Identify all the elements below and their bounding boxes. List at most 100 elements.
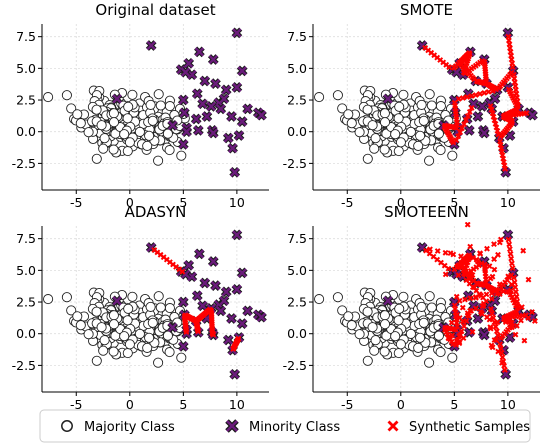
majority-point bbox=[424, 155, 435, 166]
synthetic-point bbox=[520, 247, 527, 254]
minority-point bbox=[191, 290, 203, 302]
synthetic-point bbox=[464, 222, 471, 228]
majority-point bbox=[61, 90, 72, 101]
minority-point bbox=[478, 329, 490, 341]
synthetic-point bbox=[454, 262, 461, 269]
synthetic-point bbox=[461, 121, 467, 128]
minority-point bbox=[222, 132, 234, 144]
minority-point bbox=[256, 109, 267, 121]
y-tick-label: 5.0 bbox=[287, 263, 307, 278]
synthetic-point bbox=[492, 120, 499, 127]
x-tick-label: -5 bbox=[70, 195, 82, 210]
plot-area bbox=[43, 229, 267, 380]
synthetic-point bbox=[509, 64, 516, 71]
synthetic-point bbox=[235, 335, 242, 342]
synthetic-point bbox=[442, 271, 449, 278]
synthetic-point bbox=[488, 290, 495, 297]
synthetic-point bbox=[474, 258, 481, 265]
synthetic-point bbox=[463, 259, 470, 266]
synthetic-point bbox=[457, 129, 464, 136]
legend-frame bbox=[39, 409, 531, 443]
synthetic-point bbox=[506, 246, 513, 253]
synthetic-point bbox=[468, 104, 475, 111]
subplot-0: Original dataset -5 0 5 10 -2.5 0.0 2.5 5.0 7.5 bbox=[12, 1, 269, 210]
majority-point bbox=[415, 332, 426, 343]
synthetic-point bbox=[513, 322, 520, 329]
synthetic-point bbox=[502, 319, 509, 326]
minority-point bbox=[197, 300, 208, 312]
minority-point bbox=[382, 295, 394, 307]
majority-point bbox=[424, 89, 435, 100]
y-tick-label: 0.0 bbox=[16, 124, 36, 139]
majority-point bbox=[134, 126, 145, 137]
y-tick-label: 5.0 bbox=[16, 61, 36, 76]
x-tick-label: 5 bbox=[450, 397, 458, 412]
synthetic-point bbox=[508, 287, 514, 294]
x-tick-label: -5 bbox=[341, 195, 353, 210]
synthetic-point bbox=[498, 349, 505, 356]
majority-point bbox=[153, 291, 164, 302]
synthetic-point bbox=[501, 367, 508, 373]
majority-point bbox=[418, 115, 429, 126]
synthetic-point bbox=[487, 306, 494, 312]
minority-point bbox=[222, 334, 234, 346]
synthetic-point bbox=[495, 251, 501, 258]
majority-point bbox=[122, 146, 133, 157]
y-tick-label: 7.5 bbox=[16, 29, 36, 44]
minority-point bbox=[236, 65, 248, 77]
minority-point bbox=[231, 229, 243, 241]
minority-point bbox=[145, 40, 157, 51]
majority-point bbox=[354, 329, 365, 340]
majority-point bbox=[433, 128, 444, 139]
minority-point bbox=[231, 284, 243, 295]
minority-point bbox=[192, 125, 204, 136]
majority-point bbox=[367, 322, 378, 333]
synthetic-point bbox=[494, 127, 501, 134]
minority-point bbox=[180, 66, 191, 78]
synthetic-point bbox=[468, 93, 475, 99]
synthetic-point bbox=[461, 264, 467, 271]
subplot-3: SMOTEENN -5 0 5 10 -2.5 0.0 2.5 5.0 7.5 bbox=[283, 203, 540, 412]
majority-point bbox=[379, 346, 390, 357]
minority-point bbox=[201, 111, 213, 122]
synthetic-point bbox=[195, 328, 202, 335]
minority-point bbox=[183, 57, 195, 69]
synthetic-point bbox=[497, 341, 504, 348]
minority-point bbox=[220, 286, 232, 298]
synthetic-point bbox=[510, 274, 517, 281]
majority-point bbox=[416, 301, 427, 312]
x-tick-label: 10 bbox=[500, 397, 516, 412]
minority-point bbox=[181, 126, 192, 138]
majority-point bbox=[433, 330, 444, 341]
synthetic-point bbox=[471, 284, 478, 291]
synthetic-point bbox=[434, 248, 441, 254]
majority-point bbox=[153, 357, 164, 368]
majority-point bbox=[176, 352, 187, 363]
minority-point bbox=[167, 120, 178, 131]
subplot-title: SMOTEENN bbox=[384, 203, 469, 221]
x-tick-label: 5 bbox=[179, 397, 187, 412]
majority-point bbox=[147, 115, 158, 126]
minority-point bbox=[210, 78, 221, 89]
x-tick-label: 0 bbox=[126, 195, 134, 210]
synthetic-point bbox=[484, 245, 490, 252]
synthetic-point bbox=[491, 266, 498, 273]
synthetic-point bbox=[508, 260, 515, 267]
majority-point bbox=[83, 329, 94, 340]
y-tick-label: 5.0 bbox=[16, 263, 36, 278]
legend-marker-majority bbox=[61, 420, 73, 432]
majority-point bbox=[75, 320, 86, 331]
synthetic-point bbox=[496, 239, 503, 246]
minority-point bbox=[227, 142, 238, 154]
majority-point bbox=[127, 291, 138, 302]
majority-point bbox=[393, 146, 404, 157]
synthetic-point bbox=[529, 309, 535, 315]
synthetic-point bbox=[512, 288, 519, 295]
synthetic-point bbox=[455, 272, 462, 279]
majority-point bbox=[405, 126, 416, 137]
synthetic-point bbox=[525, 276, 532, 283]
minority-point bbox=[236, 267, 248, 279]
synthetic-point bbox=[492, 323, 499, 330]
synthetic-point bbox=[511, 296, 518, 303]
synthetic-point bbox=[454, 311, 460, 318]
